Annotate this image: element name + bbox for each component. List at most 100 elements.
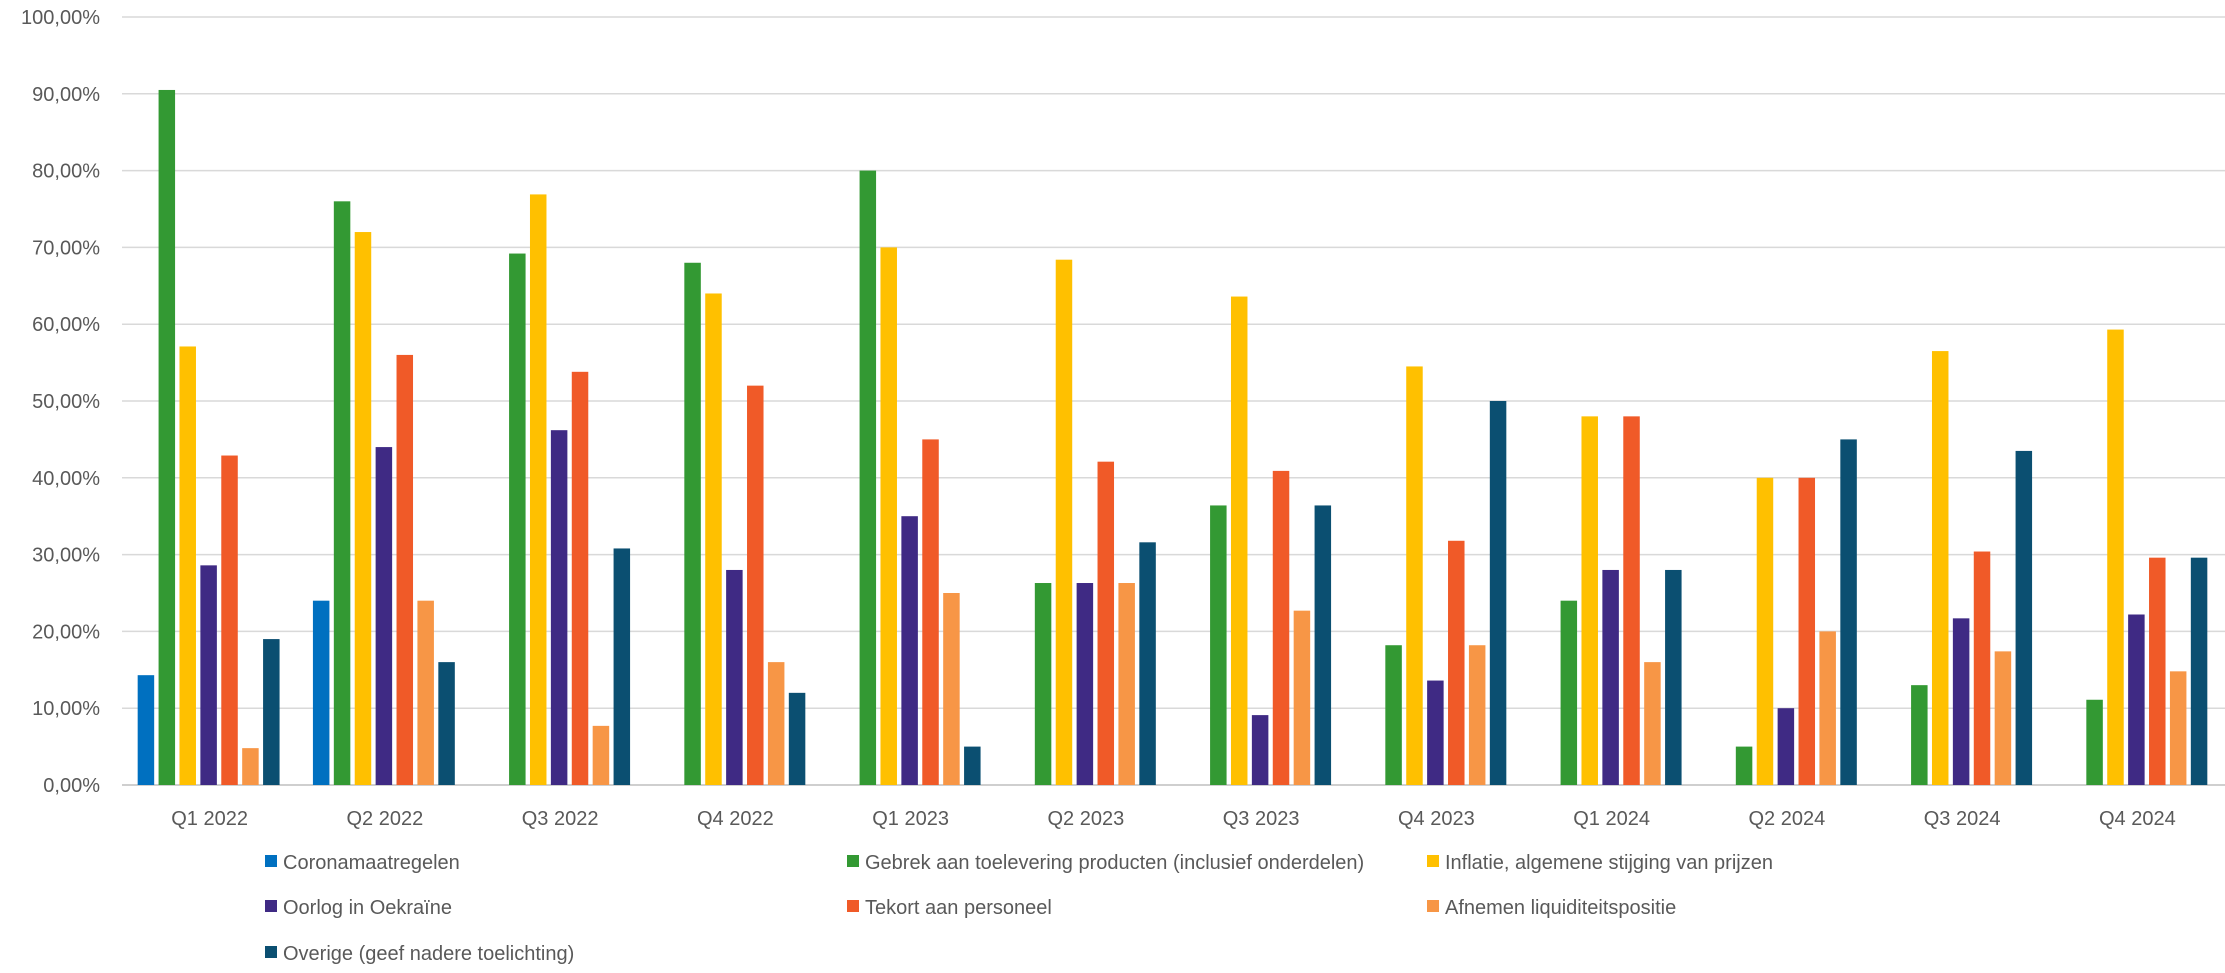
bar [179, 346, 196, 785]
bar [705, 293, 722, 785]
bar [1644, 662, 1661, 785]
bar [1251, 715, 1269, 785]
bar [242, 748, 259, 785]
bar [726, 569, 743, 785]
bar [1973, 551, 1991, 785]
y-tick-label: 80,00% [32, 161, 100, 183]
legend-swatch [1427, 900, 1439, 912]
legend-label: Coronamaatregelen [283, 852, 460, 874]
bar [943, 593, 960, 785]
bar [1777, 708, 1795, 785]
bar [221, 455, 238, 785]
x-category-label: Q4 2022 [697, 808, 774, 830]
bar [1489, 401, 1507, 785]
y-tick-label: 10,00% [32, 698, 100, 720]
bar [1448, 540, 1465, 785]
bar [1293, 610, 1311, 785]
x-category-label: Q1 2023 [872, 808, 949, 830]
bar [158, 89, 176, 785]
bar [1952, 618, 1970, 785]
legend-item: Gebrek aan toelevering producten (inclus… [847, 852, 1364, 874]
bar [1931, 351, 1949, 785]
bar [767, 662, 785, 785]
bar [509, 253, 526, 785]
bar [1560, 600, 1578, 785]
bar [684, 262, 701, 785]
y-tick-label: 30,00% [32, 545, 100, 567]
y-tick-label: 60,00% [32, 314, 100, 336]
bar [529, 194, 547, 785]
y-tick-label: 20,00% [32, 621, 100, 643]
bar [2128, 614, 2145, 785]
bar [1819, 631, 1836, 785]
bar [263, 639, 280, 785]
x-category-label: Q1 2022 [171, 808, 248, 830]
bar [1911, 685, 1928, 785]
bar [922, 439, 939, 785]
legend-item: Oorlog in Oekraïne [265, 897, 452, 919]
bar [438, 662, 455, 785]
bar [1034, 583, 1052, 785]
y-tick-label: 90,00% [32, 84, 100, 106]
y-tick-label: 0,00% [43, 775, 100, 797]
bar [1076, 583, 1094, 785]
legend-label: Tekort aan personeel [865, 897, 1052, 919]
y-axis-tick-labels: 0,00% 10,00% 20,00% 30,00% 40,00% 50,00% 60,00… [21, 7, 100, 797]
legend-item: Inflatie, algemene stijging van prijzen [1427, 852, 1773, 874]
x-axis-category-labels: Q1 2022 Q2 2022 Q3 2022 Q4 2022 Q1 2023 Q2 20… [171, 808, 2175, 830]
bar [2107, 329, 2124, 785]
legend-label: Inflatie, algemene stijging van prijzen [1445, 852, 1773, 874]
x-category-label: Q3 2023 [1223, 808, 1300, 830]
legend-swatch [265, 946, 277, 958]
legend-item: Afnemen liquiditeitspositie [1427, 897, 1676, 919]
legend-label: Overige (geef nadere toelichting) [283, 943, 574, 965]
y-tick-label: 100,00% [21, 7, 100, 29]
bar [1798, 477, 1816, 785]
bar [312, 600, 330, 785]
y-tick-label: 70,00% [32, 237, 100, 259]
x-category-label: Q3 2024 [1924, 808, 2001, 830]
x-category-label: Q4 2024 [2099, 808, 2176, 830]
bar [1665, 569, 1682, 785]
bar [2015, 450, 2033, 785]
bar [1427, 680, 1444, 785]
bar [375, 447, 393, 785]
x-category-label: Q2 2023 [1048, 808, 1125, 830]
bar [200, 565, 217, 785]
bars [137, 89, 2208, 786]
bar [964, 746, 981, 785]
bar [859, 170, 877, 786]
bar [1118, 583, 1135, 785]
legend: Coronamaatregelen Gebrek aan toelevering … [265, 852, 1773, 965]
bar [1623, 416, 1640, 785]
bar [354, 232, 372, 786]
bar [880, 247, 897, 785]
x-category-label: Q3 2022 [522, 808, 599, 830]
bar [396, 354, 414, 785]
bar [1314, 505, 1332, 785]
bar [592, 725, 610, 785]
bar [1994, 651, 2012, 785]
bar [1097, 461, 1115, 785]
bar [1406, 366, 1423, 785]
bar [333, 201, 351, 785]
legend-label: Oorlog in Oekraïne [283, 897, 452, 919]
legend-label: Gebrek aan toelevering producten (inclus… [865, 852, 1364, 874]
bar [1139, 542, 1156, 785]
x-category-label: Q2 2024 [1749, 808, 1826, 830]
bar [1210, 505, 1227, 785]
bar [1230, 296, 1248, 785]
bar [613, 548, 631, 785]
bar [747, 385, 764, 785]
legend-swatch [1427, 855, 1439, 867]
legend-swatch [265, 900, 277, 912]
bar [1756, 477, 1774, 785]
legend-item: Coronamaatregelen [265, 852, 460, 874]
x-category-label: Q4 2023 [1398, 808, 1475, 830]
legend-item: Tekort aan personeel [847, 897, 1052, 919]
legend-swatch [265, 855, 277, 867]
bar [1468, 645, 1486, 785]
bar [571, 371, 589, 785]
bar [1272, 470, 1290, 785]
